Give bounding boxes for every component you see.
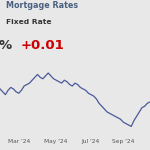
Text: Fixed Rate: Fixed Rate	[6, 20, 51, 26]
Text: Mortgage Rates: Mortgage Rates	[6, 2, 78, 10]
Text: %: %	[0, 39, 12, 52]
Text: +0.01: +0.01	[21, 39, 65, 52]
